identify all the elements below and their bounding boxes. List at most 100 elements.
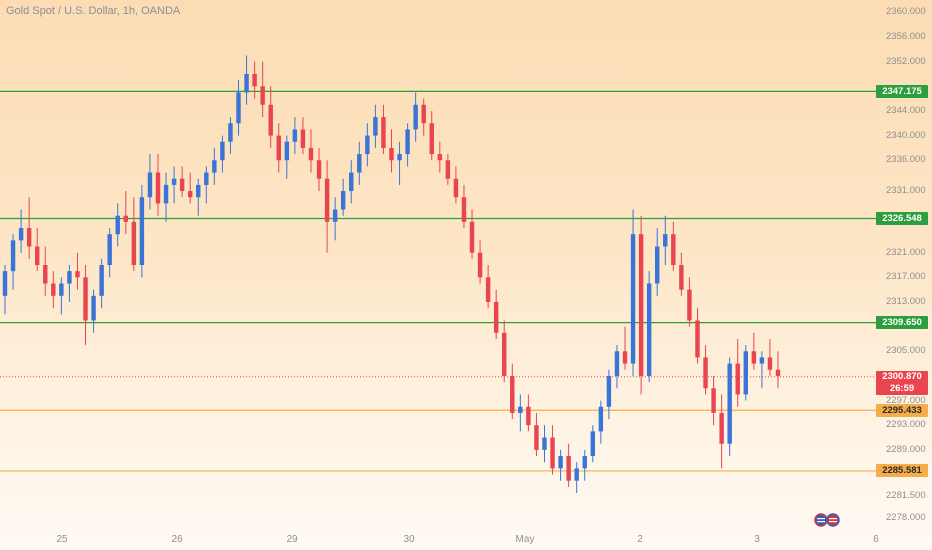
candle[interactable]	[646, 271, 652, 383]
candle[interactable]	[43, 246, 48, 296]
candle[interactable]	[606, 369, 612, 420]
level-price-tag[interactable]: 2347.175	[876, 84, 928, 98]
candle[interactable]	[590, 425, 596, 463]
candle[interactable]	[196, 178, 201, 216]
candle[interactable]	[389, 129, 394, 173]
candle[interactable]	[131, 197, 137, 272]
candle[interactable]	[212, 147, 217, 185]
candle[interactable]	[292, 117, 298, 155]
candle[interactable]	[775, 351, 781, 389]
candle[interactable]	[655, 228, 660, 296]
candle[interactable]	[477, 240, 483, 284]
candle[interactable]	[139, 184, 145, 278]
candle[interactable]	[493, 289, 499, 339]
candle[interactable]	[163, 172, 169, 222]
candle[interactable]	[663, 215, 668, 265]
candle[interactable]	[614, 345, 620, 389]
candle[interactable]	[147, 154, 153, 210]
candle[interactable]	[735, 338, 740, 407]
candle[interactable]	[751, 332, 757, 370]
candle[interactable]	[300, 117, 306, 155]
candle[interactable]	[220, 135, 225, 173]
symbol-title[interactable]: Gold Spot / U.S. Dollar, 1h, OANDA	[6, 5, 181, 17]
candle[interactable]	[332, 197, 338, 241]
candle[interactable]	[365, 123, 370, 167]
candle[interactable]	[429, 110, 434, 161]
candle[interactable]	[123, 191, 128, 235]
candle[interactable]	[260, 61, 265, 118]
us-eu-flag-icon[interactable]	[814, 513, 840, 527]
level-price-tag[interactable]: 2326.548	[876, 211, 928, 225]
candle[interactable]	[276, 123, 281, 173]
time-axis[interactable]: 25 26 29 30 May 2 3 6	[0, 530, 932, 550]
candle[interactable]	[405, 123, 410, 167]
candle[interactable]	[743, 345, 749, 401]
candle[interactable]	[461, 184, 467, 229]
candle[interactable]	[340, 178, 346, 216]
candle[interactable]	[51, 271, 56, 309]
candle[interactable]	[34, 228, 40, 272]
candle[interactable]	[622, 326, 628, 370]
candle[interactable]	[574, 462, 579, 494]
candle[interactable]	[187, 172, 193, 204]
candle[interactable]	[324, 160, 330, 253]
candle[interactable]	[252, 61, 257, 99]
candle[interactable]	[155, 154, 161, 216]
candle[interactable]	[67, 265, 72, 302]
candle[interactable]	[244, 55, 249, 105]
candle[interactable]	[558, 449, 563, 481]
candle[interactable]	[115, 203, 120, 247]
candle[interactable]	[381, 104, 386, 155]
candle[interactable]	[397, 141, 402, 185]
candle[interactable]	[671, 221, 676, 272]
candle[interactable]	[59, 277, 64, 315]
candle[interactable]	[759, 351, 765, 389]
candlestick-chart[interactable]	[0, 0, 876, 530]
level-price-tag[interactable]: 2295.433	[876, 403, 928, 417]
candle[interactable]	[510, 363, 515, 420]
candle[interactable]	[75, 252, 80, 290]
candle[interactable]	[236, 80, 241, 136]
candle[interactable]	[550, 425, 555, 475]
candle[interactable]	[18, 209, 24, 253]
candle[interactable]	[534, 412, 539, 457]
chart-area[interactable]: Gold Spot / U.S. Dollar, 1h, OANDA	[0, 0, 876, 530]
last-price-tag[interactable]: 2300.870 26:59	[876, 370, 928, 395]
candle[interactable]	[485, 265, 491, 309]
candle[interactable]	[2, 265, 8, 315]
candle[interactable]	[268, 86, 273, 148]
candle[interactable]	[638, 215, 644, 395]
candle[interactable]	[598, 400, 604, 444]
candle[interactable]	[413, 92, 418, 142]
candle[interactable]	[630, 209, 636, 376]
candle[interactable]	[373, 104, 378, 148]
candle[interactable]	[469, 209, 475, 259]
level-price-tag[interactable]: 2285.581	[876, 464, 928, 478]
candle[interactable]	[421, 98, 426, 136]
candle[interactable]	[445, 154, 451, 185]
level-price-tag[interactable]: 2309.650	[876, 316, 928, 330]
price-axis[interactable]: 2360.000 2356.000 2352.000 2344.000 2340.000…	[876, 0, 932, 530]
candle[interactable]	[91, 289, 96, 333]
candle[interactable]	[349, 160, 354, 204]
candle[interactable]	[727, 357, 732, 457]
candle[interactable]	[719, 394, 724, 469]
candle[interactable]	[179, 166, 185, 198]
candle[interactable]	[83, 265, 88, 346]
candle[interactable]	[284, 135, 290, 179]
candle[interactable]	[526, 394, 531, 432]
candle[interactable]	[518, 394, 523, 432]
candle[interactable]	[171, 166, 177, 204]
candle[interactable]	[767, 338, 773, 376]
candle[interactable]	[582, 449, 587, 481]
candle[interactable]	[107, 228, 112, 278]
candle[interactable]	[502, 320, 507, 383]
candle[interactable]	[99, 258, 104, 309]
candle[interactable]	[566, 443, 571, 487]
candle[interactable]	[687, 277, 692, 327]
candle[interactable]	[453, 166, 459, 204]
candle[interactable]	[542, 425, 547, 463]
candle[interactable]	[711, 375, 716, 426]
candle[interactable]	[679, 252, 684, 296]
candle[interactable]	[26, 197, 32, 259]
